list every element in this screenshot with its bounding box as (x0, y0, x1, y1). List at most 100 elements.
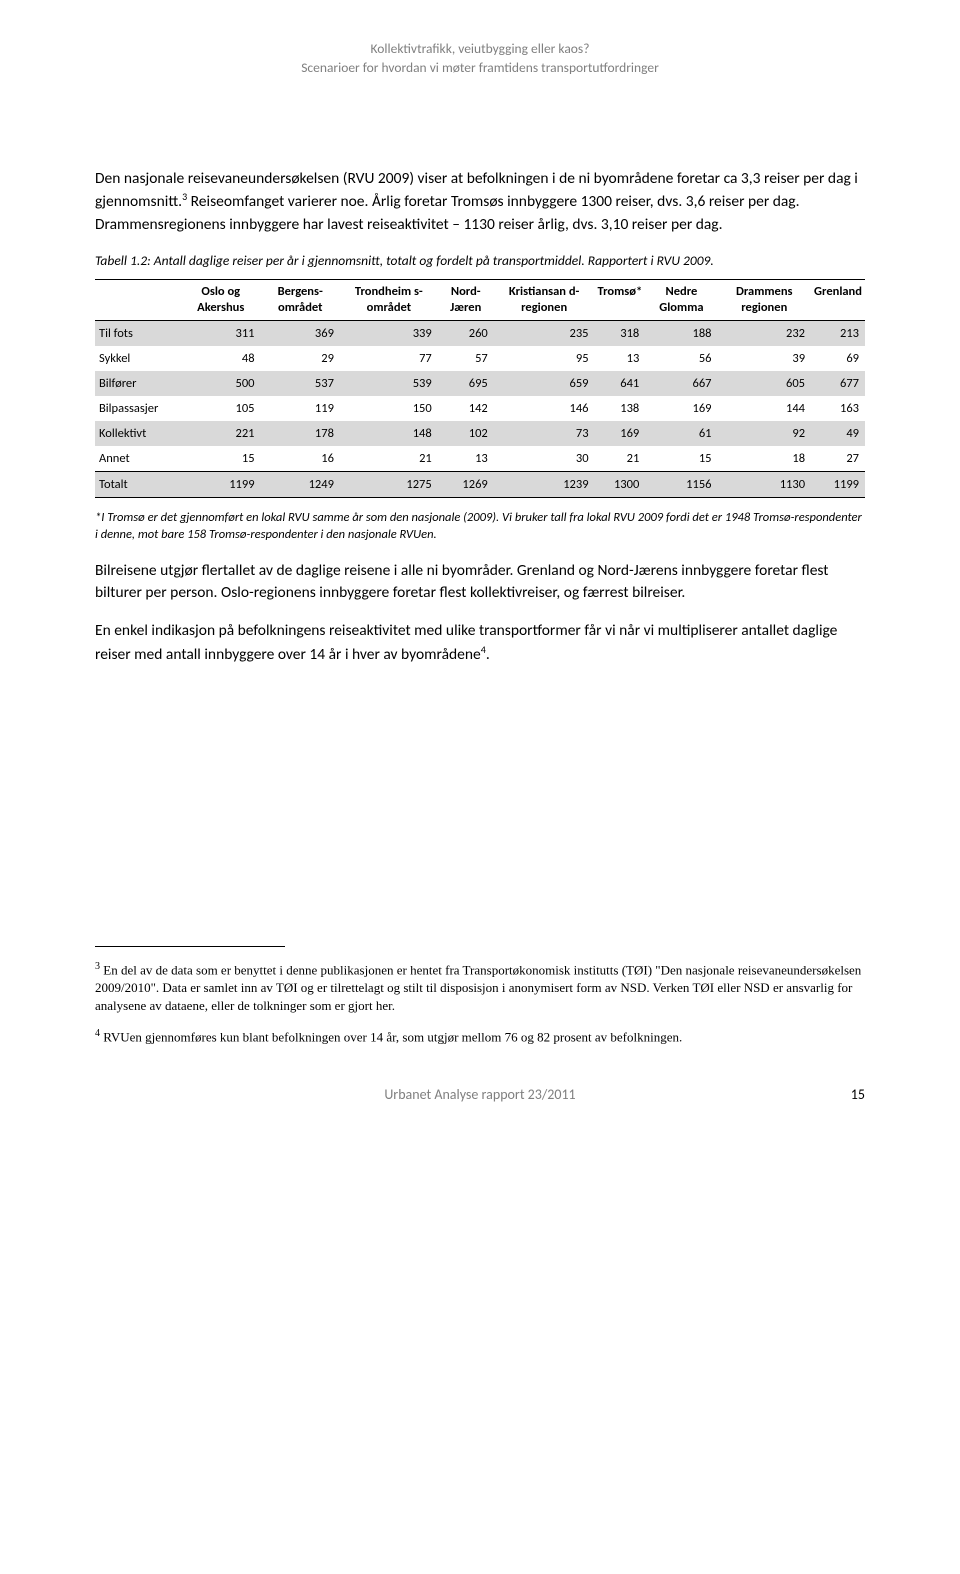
table-header-row: Oslo og Akershus Bergens-området Trondhe… (95, 280, 865, 320)
cell-value: 221 (181, 421, 261, 446)
table-footnote: *I Tromsø er det gjennomført en lokal RV… (95, 510, 865, 544)
table-row: Bilfører500537539695659641667605677 (95, 371, 865, 396)
footnote-separator (95, 946, 285, 947)
cell-value: 318 (595, 320, 646, 346)
cell-value: 500 (181, 371, 261, 396)
cell-value: 169 (595, 421, 646, 446)
header-line-1: Kollektivtrafikk, veiutbygging eller kao… (95, 40, 865, 59)
data-table: Oslo og Akershus Bergens-området Trondhe… (95, 279, 865, 497)
cell-value: 73 (494, 421, 595, 446)
footnote-3-text: En del av de data som er benyttet i denn… (95, 963, 861, 1013)
footnote-4-text: RVUen gjennomføres kun blant befolkninge… (100, 1030, 682, 1045)
cell-value: 369 (261, 320, 340, 346)
cell-value: 188 (645, 320, 717, 346)
cell-value: 13 (438, 446, 494, 472)
cell-value: 235 (494, 320, 595, 346)
cell-value: 1249 (261, 471, 340, 497)
cell-value: 169 (645, 396, 717, 421)
cell-value: 57 (438, 346, 494, 371)
cell-value: 56 (645, 346, 717, 371)
cell-value: 27 (811, 446, 865, 472)
paragraph-2: Bilreisene utgjør flertallet av de dagli… (95, 560, 865, 605)
p3-part-a: En enkel indikasjon på befolkningens rei… (95, 621, 837, 664)
cell-value: 1156 (645, 471, 717, 497)
cell-value: 641 (595, 371, 646, 396)
cell-value: 92 (718, 421, 812, 446)
cell-value: 163 (811, 396, 865, 421)
cell-value: 537 (261, 371, 340, 396)
row-label: Sykkel (95, 346, 181, 371)
table-total-row: Totalt1199124912751269123913001156113011… (95, 471, 865, 497)
cell-value: 69 (811, 346, 865, 371)
cell-value: 49 (811, 421, 865, 446)
table-row: Til fots311369339260235318188232213 (95, 320, 865, 346)
cell-value: 178 (261, 421, 340, 446)
p1-part-b: Reiseomfanget varierer noe. Årlig foreta… (95, 192, 800, 233)
col-header: Nedre Glomma (645, 280, 717, 320)
table-row: Sykkel482977579513563969 (95, 346, 865, 371)
cell-value: 15 (181, 446, 261, 472)
cell-value: 339 (340, 320, 438, 346)
cell-value: 119 (261, 396, 340, 421)
p3-part-b: . (486, 645, 490, 664)
header-line-2: Scenarioer for hvordan vi møter framtide… (95, 59, 865, 78)
col-header: Drammens regionen (718, 280, 812, 320)
cell-value: 142 (438, 396, 494, 421)
page-footer: Urbanet Analyse rapport 23/2011 15 (95, 1086, 865, 1103)
table-row: Kollektivt22117814810273169619249 (95, 421, 865, 446)
table-caption: Tabell 1.2: Antall daglige reiser per år… (95, 252, 865, 269)
col-header: Oslo og Akershus (181, 280, 261, 320)
paragraph-1: Den nasjonale reisevaneundersøkelsen (RV… (95, 168, 865, 237)
cell-value: 539 (340, 371, 438, 396)
cell-value: 16 (261, 446, 340, 472)
col-header: Kristiansan d-regionen (494, 280, 595, 320)
cell-value: 148 (340, 421, 438, 446)
col-header (95, 280, 181, 320)
col-header: Nord-Jæren (438, 280, 494, 320)
table-row: Bilpassasjer105119150142146138169144163 (95, 396, 865, 421)
cell-value: 15 (645, 446, 717, 472)
cell-value: 77 (340, 346, 438, 371)
cell-value: 677 (811, 371, 865, 396)
cell-value: 1199 (181, 471, 261, 497)
row-label: Bilpassasjer (95, 396, 181, 421)
cell-value: 1239 (494, 471, 595, 497)
cell-value: 30 (494, 446, 595, 472)
footnote-4: 4 RVUen gjennomføres kun blant befolknin… (95, 1027, 865, 1046)
cell-value: 21 (340, 446, 438, 472)
cell-value: 61 (645, 421, 717, 446)
cell-value: 138 (595, 396, 646, 421)
row-label: Bilfører (95, 371, 181, 396)
cell-value: 1269 (438, 471, 494, 497)
footer-text: Urbanet Analyse rapport 23/2011 (384, 1086, 575, 1103)
cell-value: 695 (438, 371, 494, 396)
row-label: Totalt (95, 471, 181, 497)
cell-value: 605 (718, 371, 812, 396)
cell-value: 213 (811, 320, 865, 346)
cell-value: 39 (718, 346, 812, 371)
page-header: Kollektivtrafikk, veiutbygging eller kao… (95, 40, 865, 78)
cell-value: 659 (494, 371, 595, 396)
row-label: Til fots (95, 320, 181, 346)
row-label: Kollektivt (95, 421, 181, 446)
row-label: Annet (95, 446, 181, 472)
cell-value: 667 (645, 371, 717, 396)
cell-value: 18 (718, 446, 812, 472)
cell-value: 1199 (811, 471, 865, 497)
cell-value: 1275 (340, 471, 438, 497)
table-row: Annet151621133021151827 (95, 446, 865, 472)
cell-value: 95 (494, 346, 595, 371)
cell-value: 311 (181, 320, 261, 346)
cell-value: 144 (718, 396, 812, 421)
cell-value: 232 (718, 320, 812, 346)
cell-value: 29 (261, 346, 340, 371)
cell-value: 1300 (595, 471, 646, 497)
cell-value: 260 (438, 320, 494, 346)
cell-value: 150 (340, 396, 438, 421)
cell-value: 48 (181, 346, 261, 371)
cell-value: 105 (181, 396, 261, 421)
cell-value: 102 (438, 421, 494, 446)
page-number: 15 (851, 1086, 865, 1103)
col-header: Trondheim s-området (340, 280, 438, 320)
col-header: Grenland (811, 280, 865, 320)
